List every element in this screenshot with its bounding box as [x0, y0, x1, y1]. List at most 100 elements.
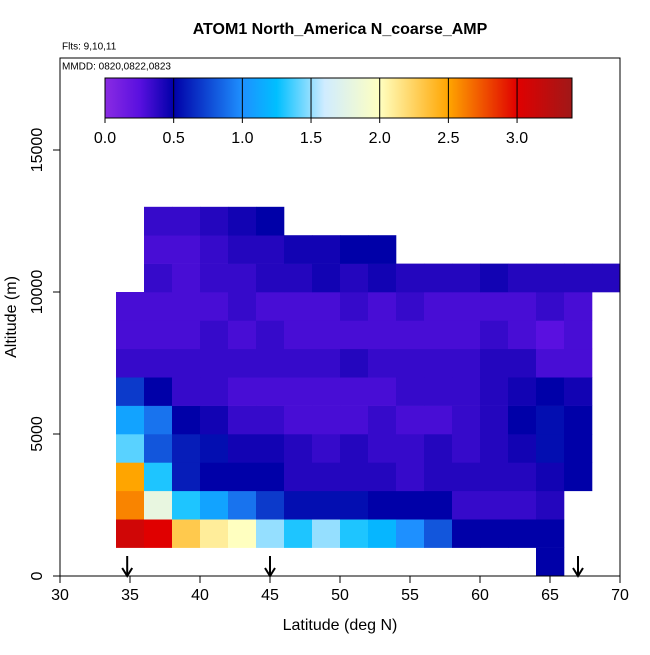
- cell: [144, 434, 173, 463]
- cells: [116, 206, 621, 577]
- cell: [256, 206, 285, 236]
- cell: [452, 519, 481, 548]
- cell: [536, 405, 565, 435]
- cell: [452, 490, 481, 520]
- cell: [424, 263, 453, 293]
- x-axis-label: Latitude (deg N): [283, 617, 398, 634]
- cell: [396, 348, 425, 378]
- cell: [144, 292, 173, 321]
- cell: [256, 462, 285, 492]
- cell: [340, 292, 369, 321]
- cell: [368, 292, 397, 321]
- cell: [368, 405, 397, 435]
- cell: [312, 434, 341, 463]
- y-tick-label: 10000: [29, 270, 46, 315]
- cell: [536, 377, 565, 406]
- cell: [536, 434, 565, 463]
- cell: [228, 434, 257, 463]
- cell: [172, 235, 201, 264]
- cell: [172, 348, 201, 378]
- cell: [564, 462, 593, 492]
- cell: [396, 320, 425, 350]
- cell: [228, 405, 257, 435]
- cell: [340, 377, 369, 406]
- cell: [480, 348, 509, 378]
- x-tick-label: 30: [51, 587, 69, 604]
- cell: [256, 235, 285, 264]
- x-tick-label: 35: [121, 587, 139, 604]
- cell: [564, 292, 593, 321]
- cell: [284, 490, 313, 520]
- chart-title: ATOM1 North_America N_coarse_AMP: [193, 21, 488, 38]
- cell: [172, 434, 201, 463]
- cell: [536, 462, 565, 492]
- cell: [340, 263, 369, 293]
- cell: [144, 320, 173, 350]
- cell: [312, 490, 341, 520]
- cell: [452, 292, 481, 321]
- arrow-head: [572, 567, 584, 578]
- cell: [284, 434, 313, 463]
- cell: [452, 462, 481, 492]
- cell: [340, 519, 369, 548]
- cell: [368, 462, 397, 492]
- cell: [564, 377, 593, 406]
- cell: [396, 405, 425, 435]
- cell: [508, 348, 537, 378]
- cell: [284, 292, 313, 321]
- cell: [284, 235, 313, 264]
- arrow-head: [264, 567, 276, 578]
- y-tick-label: 15000: [29, 128, 46, 173]
- colorbar-tick-label: 0.5: [163, 130, 185, 147]
- cell: [508, 490, 537, 520]
- cell: [312, 405, 341, 435]
- x-tick-label: 40: [191, 587, 209, 604]
- cell: [424, 377, 453, 406]
- cell: [312, 292, 341, 321]
- cell: [368, 490, 397, 520]
- cell: [200, 519, 229, 548]
- cell: [256, 490, 285, 520]
- colorbar-tick-label: 0.0: [94, 130, 116, 147]
- cell: [480, 462, 509, 492]
- colorbar-tick-label: 3.0: [506, 130, 528, 147]
- cell: [480, 263, 509, 293]
- cell: [200, 377, 229, 406]
- cell: [200, 292, 229, 321]
- cell: [564, 348, 593, 378]
- cell: [116, 490, 145, 520]
- cell: [256, 377, 285, 406]
- cell: [536, 348, 565, 378]
- cell: [480, 292, 509, 321]
- cell: [256, 292, 285, 321]
- cell: [116, 348, 145, 378]
- cell: [312, 235, 341, 264]
- cell: [172, 292, 201, 321]
- cell: [424, 462, 453, 492]
- cell: [284, 377, 313, 406]
- cell: [340, 434, 369, 463]
- cell: [396, 490, 425, 520]
- cell: [480, 320, 509, 350]
- cell: [228, 263, 257, 293]
- cell: [452, 377, 481, 406]
- cell: [256, 348, 285, 378]
- cell: [256, 405, 285, 435]
- cell: [200, 405, 229, 435]
- cell: [340, 405, 369, 435]
- cell: [116, 405, 145, 435]
- cell: [144, 206, 173, 236]
- x-tick-label: 55: [401, 587, 419, 604]
- cell: [340, 320, 369, 350]
- y-axis-label: Altitude (m): [3, 276, 20, 358]
- cell: [312, 348, 341, 378]
- cell: [284, 519, 313, 548]
- colorbar: [104, 77, 573, 119]
- cell: [424, 519, 453, 548]
- cell: [564, 434, 593, 463]
- cell: [564, 263, 593, 293]
- cell: [144, 235, 173, 264]
- cell: [508, 292, 537, 321]
- cell: [452, 434, 481, 463]
- cell: [424, 434, 453, 463]
